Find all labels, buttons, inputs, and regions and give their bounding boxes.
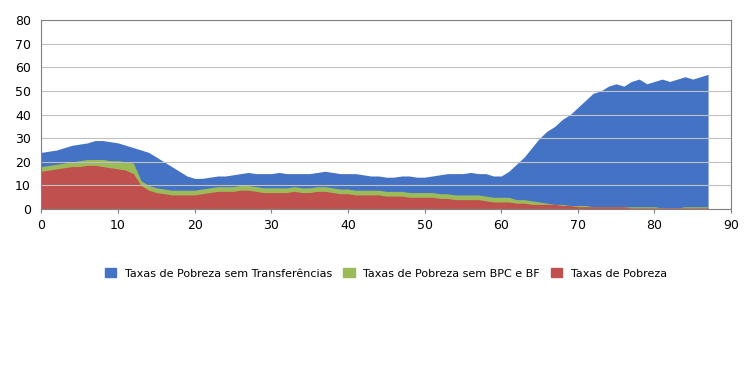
Legend: Taxas de Pobreza sem Transferências, Taxas de Pobreza sem BPC e BF, Taxas de Pob: Taxas de Pobreza sem Transferências, Tax… <box>101 264 672 283</box>
